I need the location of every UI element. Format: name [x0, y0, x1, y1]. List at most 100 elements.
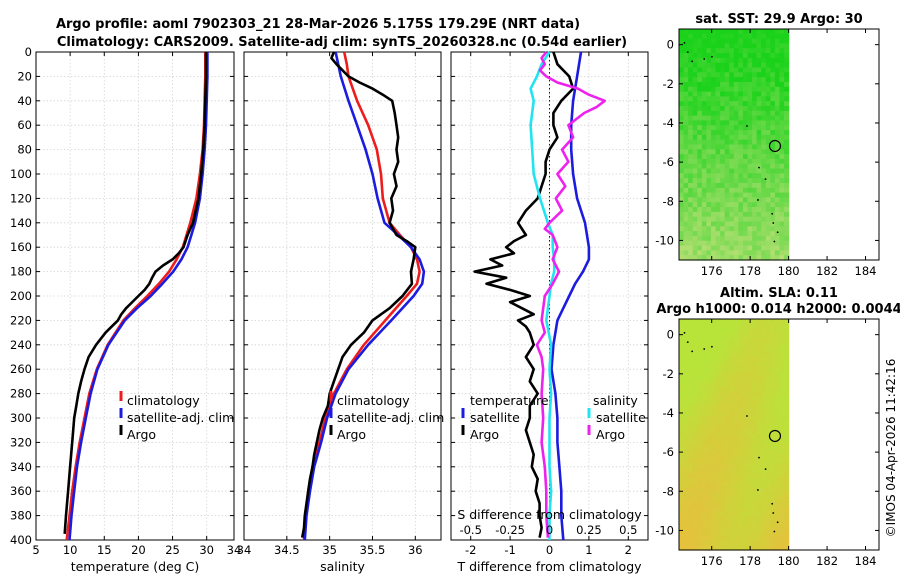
map-cell: [679, 72, 685, 78]
map-cell: [756, 48, 762, 54]
map-cell: [733, 357, 739, 363]
map-cell: [720, 86, 726, 93]
map-cell: [733, 525, 739, 532]
map-cell: [784, 473, 790, 479]
map-cell: [679, 29, 685, 35]
x-tick-label: 34.5: [274, 543, 300, 557]
map-cell: [710, 144, 717, 150]
map-cell: [720, 410, 726, 416]
map-cell: [701, 444, 708, 450]
map-cell: [679, 400, 685, 407]
map-cell: [729, 501, 735, 508]
map-cell: [679, 33, 685, 40]
map-cell: [683, 424, 689, 431]
map-cell: [752, 410, 758, 416]
map-cell: [733, 530, 739, 537]
map-cell: [761, 86, 767, 93]
map-cell: [679, 343, 685, 349]
map-cell: [697, 158, 703, 165]
map-cell: [756, 163, 762, 170]
map-cell: [784, 125, 790, 131]
map-cell: [756, 501, 762, 508]
map-cell: [756, 477, 762, 484]
map-cell: [733, 120, 739, 126]
map-cell: [733, 535, 739, 541]
map-cell: [710, 235, 717, 242]
map-cell: [742, 33, 749, 40]
map-cell: [779, 463, 785, 469]
map-cell: [752, 347, 758, 354]
map-cell: [761, 362, 767, 368]
map-cell: [688, 139, 694, 146]
map-cell: [697, 62, 703, 69]
map-cell: [729, 492, 735, 498]
map-cell: [729, 540, 735, 546]
map-cell: [779, 448, 785, 455]
map-cell: [747, 482, 753, 489]
map-cell: [720, 48, 726, 54]
map-cell: [774, 410, 781, 416]
map-cell: [697, 245, 703, 251]
map-cell: [738, 192, 744, 199]
map-cell: [724, 178, 730, 184]
map-cell: [752, 202, 758, 208]
map-cell: [697, 29, 703, 35]
map-cell: [697, 525, 703, 532]
map-cell: [720, 453, 726, 460]
map-cell: [738, 81, 744, 88]
map-cell: [729, 545, 735, 551]
map-cell: [765, 545, 771, 551]
map-cell: [692, 183, 698, 189]
map-cell: [710, 202, 717, 208]
map-cell: [784, 501, 790, 508]
map-cell: [770, 57, 776, 64]
map-cell: [770, 405, 776, 412]
map-cell: [774, 134, 781, 141]
map-cell: [784, 43, 790, 49]
map-cell: [779, 347, 785, 354]
series-line-argo: [300, 51, 417, 538]
map-cell: [742, 221, 749, 227]
map-cell: [784, 101, 790, 107]
map-cell: [779, 57, 785, 64]
map-cell: [683, 154, 689, 160]
map-cell: [761, 202, 767, 208]
map-cell: [688, 231, 694, 237]
map-cell: [784, 173, 790, 179]
map-cell: [733, 410, 739, 416]
map-cell: [724, 226, 730, 232]
map-cell: [688, 463, 694, 469]
map-cell: [752, 43, 758, 49]
map-cell: [701, 492, 708, 498]
map-cell: [742, 29, 749, 35]
map-cell: [784, 86, 790, 93]
map-cell: [770, 154, 776, 160]
map-cell: [688, 482, 694, 489]
x-tick-label: 184: [855, 264, 877, 278]
map-cell: [765, 343, 771, 349]
map-cell: [679, 154, 685, 160]
map-cell: [710, 357, 717, 363]
map-cell: [779, 250, 785, 256]
y-tick-label: -6: [663, 155, 674, 169]
map-cell: [697, 216, 703, 223]
map-cell: [692, 207, 698, 213]
map-cell: [710, 216, 717, 223]
y-tick-label: 0: [667, 38, 674, 52]
map-cell: [774, 91, 781, 97]
map-cell: [697, 535, 703, 541]
map-cell: [724, 192, 730, 199]
map-cell: [747, 516, 753, 522]
map-cell: [688, 101, 694, 107]
map-cell: [765, 168, 771, 174]
map-cell: [733, 367, 739, 373]
map-cell: [706, 110, 712, 117]
map-cell: [738, 415, 744, 421]
map-cell: [715, 477, 721, 484]
map-cell: [784, 154, 790, 160]
map-cell: [688, 81, 694, 88]
map-cell: [692, 530, 698, 537]
map-cell: [701, 477, 708, 484]
map-cell: [683, 410, 689, 416]
map-cell: [765, 221, 771, 227]
